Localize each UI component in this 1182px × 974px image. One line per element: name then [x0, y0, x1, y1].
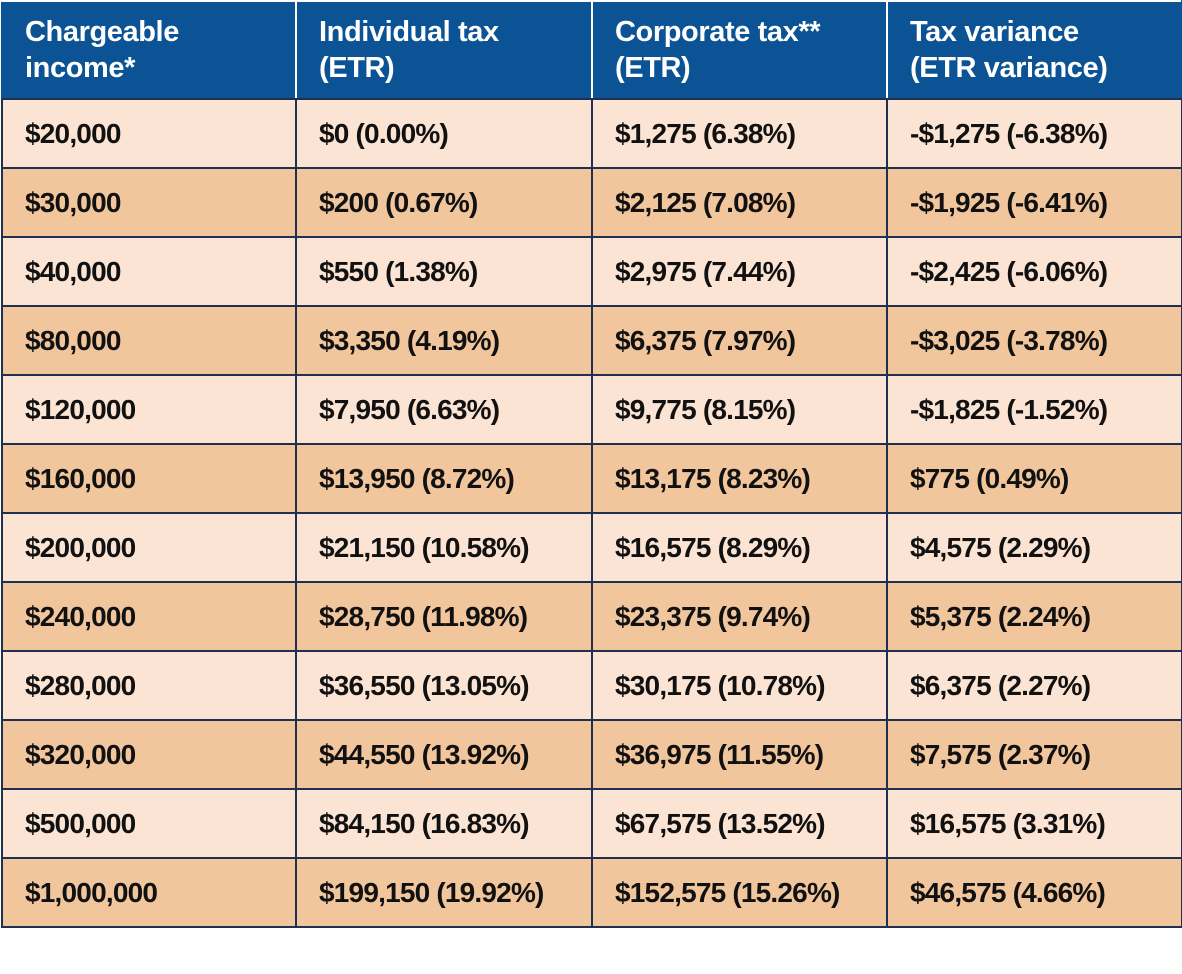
table-row: $20,000 $0 (0.00%) $1,275 (6.38%) -$1,275 (… [1, 98, 1182, 169]
table-row: $280,000 $36,550 (13.05%) $30,175 (10.78%)… [1, 650, 1182, 721]
table-cell: $775 (0.49%) [886, 443, 1182, 514]
table-cell: $500,000 [1, 788, 297, 859]
header-line: (ETR) [615, 52, 691, 84]
table-cell: $67,575 (13.52%) [591, 788, 888, 859]
header-line: (ETR) [319, 52, 395, 84]
table-body: $20,000 $0 (0.00%) $1,275 (6.38%) -$1,275 (… [1, 98, 1182, 928]
table-cell: -$1,825 (-1.52%) [886, 374, 1182, 445]
table-cell: $550 (1.38%) [295, 236, 593, 307]
table-cell: $40,000 [1, 236, 297, 307]
table-cell: $2,975 (7.44%) [591, 236, 888, 307]
table-cell: $13,175 (8.23%) [591, 443, 888, 514]
header-cell: Tax variance (ETR variance) [886, 0, 1182, 100]
table-cell: $7,575 (2.37%) [886, 719, 1182, 790]
table-cell: -$1,275 (-6.38%) [886, 98, 1182, 169]
header-cell: Individual tax (ETR) [295, 0, 593, 100]
table-cell: $21,150 (10.58%) [295, 512, 593, 583]
table-cell: $320,000 [1, 719, 297, 790]
table-cell: $160,000 [1, 443, 297, 514]
table-row: $320,000 $44,550 (13.92%) $36,975 (11.55%)… [1, 719, 1182, 790]
table-cell: $13,950 (8.72%) [295, 443, 593, 514]
table-cell: $30,175 (10.78%) [591, 650, 888, 721]
header-line: Chargeable [25, 16, 179, 48]
table-cell: $5,375 (2.24%) [886, 581, 1182, 652]
header-line: (ETR variance) [910, 52, 1108, 84]
table-cell: $80,000 [1, 305, 297, 376]
table-cell: $200,000 [1, 512, 297, 583]
table-cell: $36,975 (11.55%) [591, 719, 888, 790]
tax-table: Chargeable income* Individual tax (ETR) Corp… [1, 0, 1182, 928]
table-cell: $46,575 (4.66%) [886, 857, 1182, 928]
table-cell: $44,550 (13.92%) [295, 719, 593, 790]
header-row: Chargeable income* Individual tax (ETR) Corp… [1, 0, 1182, 100]
table-cell: $4,575 (2.29%) [886, 512, 1182, 583]
table-row: $160,000 $13,950 (8.72%) $13,175 (8.23%) $7… [1, 443, 1182, 514]
table-cell: -$1,925 (-6.41%) [886, 167, 1182, 238]
table-cell: $20,000 [1, 98, 297, 169]
table-row: $40,000 $550 (1.38%) $2,975 (7.44%) -$2,425… [1, 236, 1182, 307]
table-cell: $199,150 (19.92%) [295, 857, 593, 928]
table-cell: -$2,425 (-6.06%) [886, 236, 1182, 307]
table-row: $500,000 $84,150 (16.83%) $67,575 (13.52%)… [1, 788, 1182, 859]
table-cell: $9,775 (8.15%) [591, 374, 888, 445]
table-cell: $30,000 [1, 167, 297, 238]
table-cell: -$3,025 (-3.78%) [886, 305, 1182, 376]
table-cell: $16,575 (8.29%) [591, 512, 888, 583]
table-row: $80,000 $3,350 (4.19%) $6,375 (7.97%) -$3,0… [1, 305, 1182, 376]
header-line: income* [25, 52, 136, 84]
table-row: $240,000 $28,750 (11.98%) $23,375 (9.74%) $… [1, 581, 1182, 652]
table-cell: $36,550 (13.05%) [295, 650, 593, 721]
header-cell: Chargeable income* [1, 0, 297, 100]
table-cell: $200 (0.67%) [295, 167, 593, 238]
table-row: $1,000,000 $199,150 (19.92%) $152,575 (15.… [1, 857, 1182, 928]
table-cell: $1,000,000 [1, 857, 297, 928]
table-cell: $16,575 (3.31%) [886, 788, 1182, 859]
table-cell: $3,350 (4.19%) [295, 305, 593, 376]
table-row: $30,000 $200 (0.67%) $2,125 (7.08%) -$1,925… [1, 167, 1182, 238]
table-cell: $120,000 [1, 374, 297, 445]
table-cell: $280,000 [1, 650, 297, 721]
table-cell: $240,000 [1, 581, 297, 652]
table-row: $200,000 $21,150 (10.58%) $16,575 (8.29%) $… [1, 512, 1182, 583]
table-row: $120,000 $7,950 (6.63%) $9,775 (8.15%) -$1,… [1, 374, 1182, 445]
header-line: Individual tax [319, 16, 499, 48]
table-cell: $23,375 (9.74%) [591, 581, 888, 652]
table-cell: $0 (0.00%) [295, 98, 593, 169]
table-cell: $6,375 (2.27%) [886, 650, 1182, 721]
header-cell: Corporate tax** (ETR) [591, 0, 888, 100]
table-cell: $7,950 (6.63%) [295, 374, 593, 445]
table-cell: $6,375 (7.97%) [591, 305, 888, 376]
table-cell: $152,575 (15.26%) [591, 857, 888, 928]
header-line: Tax variance [910, 16, 1079, 48]
table-cell: $1,275 (6.38%) [591, 98, 888, 169]
table-cell: $2,125 (7.08%) [591, 167, 888, 238]
table-cell: $28,750 (11.98%) [295, 581, 593, 652]
table-cell: $84,150 (16.83%) [295, 788, 593, 859]
header-line: Corporate tax** [615, 16, 821, 48]
